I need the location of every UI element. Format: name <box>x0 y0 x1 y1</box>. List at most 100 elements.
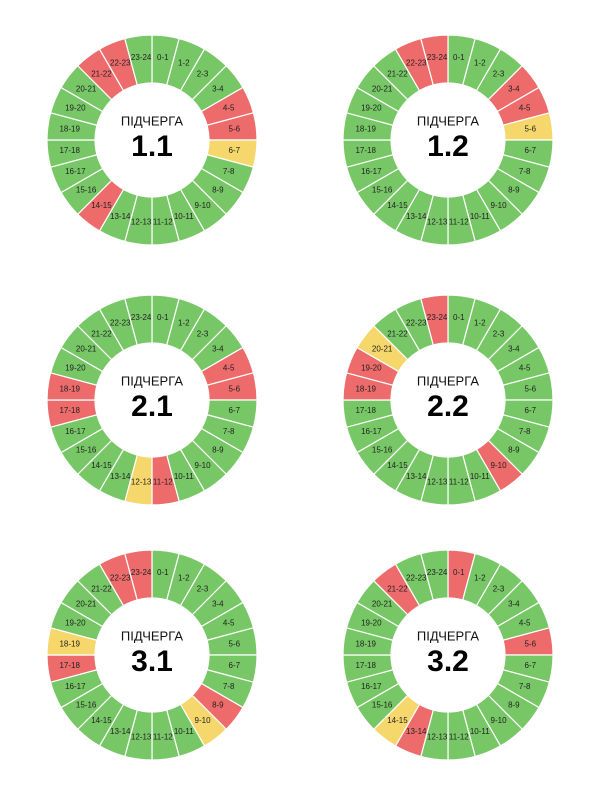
hour-label: 3-4 <box>212 85 224 94</box>
hour-label: 6-7 <box>525 661 537 670</box>
hour-label: 16-17 <box>65 427 86 436</box>
hour-label: 17-18 <box>59 146 80 155</box>
hour-label: 20-21 <box>76 345 97 354</box>
hour-label: 3-4 <box>212 345 224 354</box>
hour-label: 8-9 <box>508 701 520 710</box>
hour-label: 6-7 <box>229 146 241 155</box>
hour-label: 14-15 <box>387 716 408 725</box>
hour-label: 12-13 <box>131 217 152 226</box>
hour-label: 18-19 <box>59 124 80 133</box>
center-label: ПІДЧЕРГА <box>121 373 183 388</box>
hour-label: 21-22 <box>91 69 112 78</box>
hour-label: 6-7 <box>525 146 537 155</box>
hour-label: 12-13 <box>131 732 152 741</box>
hour-label: 10-11 <box>174 212 194 221</box>
hour-label: 22-23 <box>406 318 427 327</box>
hour-label: 10-11 <box>470 727 490 736</box>
hour-label: 5-6 <box>525 124 537 133</box>
hour-label: 5-6 <box>229 124 241 133</box>
hour-label: 11-12 <box>153 477 173 486</box>
hour-label: 15-16 <box>372 186 393 195</box>
hour-label: 18-19 <box>59 384 80 393</box>
hour-label: 8-9 <box>212 446 224 455</box>
hour-label: 12-13 <box>427 732 448 741</box>
queue-number: 1.1 <box>131 130 173 163</box>
hour-label: 3-4 <box>508 600 520 609</box>
hour-label: 9-10 <box>491 201 508 210</box>
hour-label: 11-12 <box>153 732 173 741</box>
center-label: ПІДЧЕРГА <box>121 628 183 643</box>
hour-label: 22-23 <box>406 573 427 582</box>
hour-segment <box>124 549 153 601</box>
hour-label: 22-23 <box>110 318 131 327</box>
hour-label: 0-1 <box>157 53 169 62</box>
hour-label: 0-1 <box>453 568 465 577</box>
hour-segment <box>124 294 153 346</box>
hour-label: 20-21 <box>372 85 393 94</box>
hour-label: 15-16 <box>76 446 97 455</box>
hour-label: 1-2 <box>178 573 190 582</box>
hour-label: 4-5 <box>519 618 531 627</box>
hour-label: 4-5 <box>519 103 531 112</box>
hour-label: 21-22 <box>387 69 408 78</box>
hour-label: 15-16 <box>372 446 393 455</box>
hour-label: 1-2 <box>474 573 486 582</box>
hour-label: 16-17 <box>361 427 382 436</box>
hour-label: 0-1 <box>157 568 169 577</box>
queue-number: 3.1 <box>131 645 173 678</box>
hour-label: 11-12 <box>153 217 173 226</box>
hour-label: 23-24 <box>131 568 152 577</box>
center-label: ПІДЧЕРГА <box>417 113 479 128</box>
hour-segment <box>420 549 449 601</box>
hour-label: 12-13 <box>131 477 152 486</box>
hour-label: 20-21 <box>372 345 393 354</box>
hour-label: 9-10 <box>491 461 508 470</box>
hour-label: 19-20 <box>65 103 86 112</box>
hour-label: 23-24 <box>427 53 448 62</box>
center-label: ПІДЧЕРГА <box>417 628 479 643</box>
hour-label: 2-3 <box>197 584 209 593</box>
hour-label: 5-6 <box>229 384 241 393</box>
queue-number: 2.2 <box>427 390 469 423</box>
hour-label: 7-8 <box>519 167 531 176</box>
hour-label: 18-19 <box>355 124 376 133</box>
hour-label: 20-21 <box>76 85 97 94</box>
hour-label: 8-9 <box>212 186 224 195</box>
hour-label: 20-21 <box>372 600 393 609</box>
hour-label: 19-20 <box>65 618 86 627</box>
hour-label: 8-9 <box>508 446 520 455</box>
hour-label: 23-24 <box>131 53 152 62</box>
hour-label: 7-8 <box>223 682 235 691</box>
hour-label: 10-11 <box>174 727 194 736</box>
hour-label: 11-12 <box>449 217 469 226</box>
hour-label: 0-1 <box>453 313 465 322</box>
hour-label: 7-8 <box>519 427 531 436</box>
hour-label: 19-20 <box>65 363 86 372</box>
hour-label: 16-17 <box>65 682 86 691</box>
hour-label: 9-10 <box>195 461 212 470</box>
hour-segment <box>124 34 153 86</box>
hour-label: 2-3 <box>493 584 505 593</box>
hour-label: 9-10 <box>195 201 212 210</box>
hour-label: 2-3 <box>493 69 505 78</box>
hour-label: 10-11 <box>174 472 194 481</box>
hour-label: 1-2 <box>474 318 486 327</box>
hour-label: 23-24 <box>131 313 152 322</box>
hour-label: 8-9 <box>508 186 520 195</box>
hour-label: 15-16 <box>76 186 97 195</box>
hour-label: 2-3 <box>197 69 209 78</box>
hour-label: 22-23 <box>406 58 427 67</box>
hour-label: 15-16 <box>372 701 393 710</box>
hour-label: 16-17 <box>65 167 86 176</box>
center-label: ПІДЧЕРГА <box>417 373 479 388</box>
hour-label: 23-24 <box>427 313 448 322</box>
hour-label: 18-19 <box>59 639 80 648</box>
hour-label: 3-4 <box>508 345 520 354</box>
hour-label: 13-14 <box>406 727 427 736</box>
hour-label: 7-8 <box>519 682 531 691</box>
hour-label: 13-14 <box>406 472 427 481</box>
hour-label: 14-15 <box>387 461 408 470</box>
hour-label: 15-16 <box>76 701 97 710</box>
hour-label: 13-14 <box>406 212 427 221</box>
hour-label: 21-22 <box>91 584 112 593</box>
